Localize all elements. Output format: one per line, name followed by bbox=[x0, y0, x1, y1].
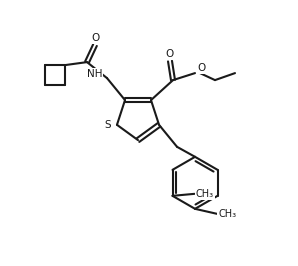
Text: CH₃: CH₃ bbox=[218, 209, 236, 219]
Text: CH₃: CH₃ bbox=[195, 189, 214, 199]
Text: NH: NH bbox=[86, 69, 102, 79]
Text: O: O bbox=[91, 33, 99, 43]
Text: O: O bbox=[166, 49, 174, 59]
Text: S: S bbox=[104, 120, 111, 130]
Text: O: O bbox=[197, 63, 205, 73]
